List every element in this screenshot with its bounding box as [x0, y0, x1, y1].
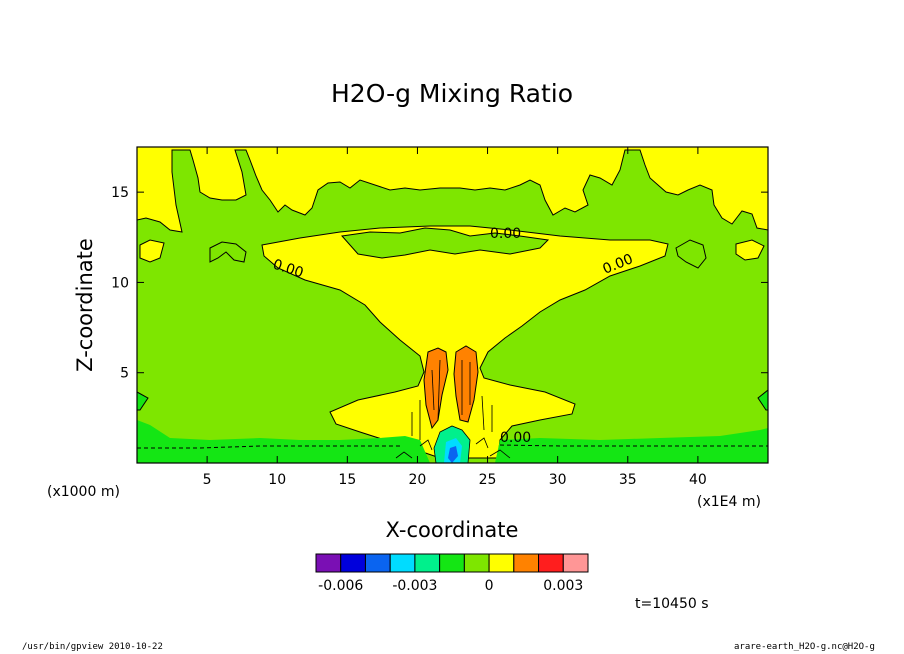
field-core-right — [453, 345, 479, 423]
colorbar-tick-label: 0 — [485, 578, 494, 594]
field-surface-eddies — [395, 437, 511, 459]
colorbar-swatch — [340, 553, 366, 573]
colorbar-swatch — [562, 553, 589, 573]
plot-frame — [136, 146, 769, 464]
field-right-lobe — [735, 239, 765, 261]
colorbar-swatch — [364, 553, 391, 573]
x-tick-label: 40 — [689, 472, 707, 488]
x-tick-label: 35 — [619, 472, 637, 488]
plot-area — [137, 147, 768, 463]
y-axis-ticks: 5 10 15 — [111, 185, 768, 382]
colorbar-swatch — [414, 553, 441, 573]
field-anvil — [261, 225, 669, 459]
field-right-edge-bump — [757, 389, 768, 411]
field-left-edge-bump — [137, 391, 149, 411]
field-left-lobe — [139, 239, 165, 263]
field-right-pocket — [675, 239, 707, 269]
colorbar — [315, 553, 589, 573]
colorbar-swatch — [513, 553, 540, 573]
colorbar-tick-label: -0.006 — [318, 578, 363, 594]
colorbar-tick-labels: -0.006 -0.003 0 0.003 — [318, 578, 583, 594]
z-unit-label: (x1000 m) — [47, 484, 120, 500]
x-tick-label: 5 — [203, 472, 212, 488]
colorbar-tick-label: -0.003 — [392, 578, 437, 594]
y-tick-label: 15 — [111, 185, 129, 201]
field-surface-line — [137, 444, 768, 449]
field-left-pocket — [209, 241, 247, 263]
colorbar-swatch — [463, 553, 490, 573]
x-tick-label: 15 — [338, 472, 356, 488]
colorbar-swatch — [538, 553, 564, 573]
y-axis-title: Z-coordinate — [73, 238, 97, 372]
y-tick-label: 5 — [120, 366, 129, 382]
footer-left: /usr/bin/gpview 2010-10-22 — [22, 642, 163, 652]
field-core-filaments — [411, 359, 493, 440]
chart-title: H2O-g Mixing Ratio — [331, 79, 573, 108]
colorbar-swatch — [389, 553, 416, 573]
field-surface-band — [137, 420, 430, 463]
footer-right: arare-earth_H2O-g.nc@H2O-g — [734, 642, 875, 652]
field-upper-yellow — [137, 147, 768, 233]
y-tick-label: 10 — [111, 275, 129, 291]
contour-label-4: 0.00 — [500, 430, 531, 446]
x-tick-label: 30 — [549, 472, 567, 488]
x-tick-label: 10 — [268, 472, 286, 488]
x-axis-title: X-coordinate — [386, 518, 519, 542]
field-core-left — [423, 347, 449, 430]
field-surface-band-right — [495, 428, 768, 463]
field-surface-core-blue — [448, 446, 458, 463]
colorbar-tick-label: 0.003 — [543, 578, 583, 594]
time-label: t=10450 s — [635, 596, 709, 612]
contour-label-1: 0.00 — [490, 226, 521, 242]
x-unit-label: (x1E4 m) — [697, 494, 761, 510]
colorbar-swatch — [315, 553, 342, 573]
x-tick-label: 25 — [479, 472, 497, 488]
field-anvil-pocket — [341, 227, 550, 259]
colorbar-swatch — [439, 553, 465, 573]
colorbar-swatch — [488, 553, 515, 573]
x-axis-ticks: 5 10 15 20 25 30 35 40 — [203, 147, 707, 488]
x-tick-label: 20 — [409, 472, 427, 488]
